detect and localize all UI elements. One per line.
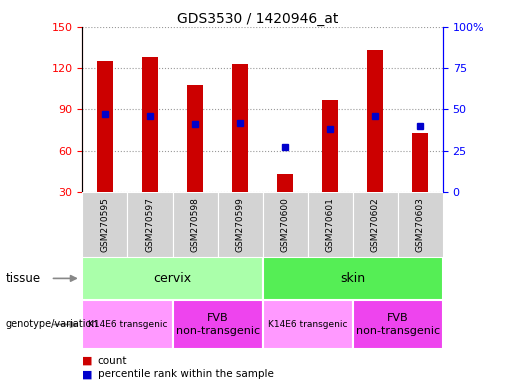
Text: GSM270595: GSM270595: [100, 197, 109, 252]
Text: GSM270602: GSM270602: [371, 197, 380, 252]
Text: K14E6 transgenic: K14E6 transgenic: [268, 320, 348, 329]
Text: GSM270597: GSM270597: [146, 197, 154, 252]
Text: GSM270601: GSM270601: [326, 197, 335, 252]
Text: FVB
non-transgenic: FVB non-transgenic: [176, 313, 260, 336]
Text: cervix: cervix: [153, 272, 192, 285]
Bar: [173, 300, 263, 349]
Text: count: count: [98, 356, 127, 366]
Bar: [82, 300, 173, 349]
Bar: [82, 257, 263, 300]
Bar: [128, 192, 173, 257]
Bar: [217, 192, 263, 257]
Text: genotype/variation: genotype/variation: [5, 319, 98, 329]
Bar: [398, 192, 443, 257]
Text: GDS3530 / 1420946_at: GDS3530 / 1420946_at: [177, 12, 338, 25]
Bar: [367, 50, 383, 192]
Text: K14E6 transgenic: K14E6 transgenic: [88, 320, 167, 329]
Bar: [82, 192, 128, 257]
Text: percentile rank within the sample: percentile rank within the sample: [98, 369, 274, 379]
Bar: [353, 192, 398, 257]
Text: ■: ■: [82, 356, 93, 366]
Text: skin: skin: [340, 272, 365, 285]
Text: GSM270603: GSM270603: [416, 197, 425, 252]
Bar: [277, 174, 293, 192]
Bar: [142, 57, 158, 192]
Text: FVB
non-transgenic: FVB non-transgenic: [356, 313, 440, 336]
Bar: [263, 192, 307, 257]
Bar: [187, 85, 203, 192]
Bar: [353, 300, 443, 349]
Bar: [263, 300, 353, 349]
Text: GSM270599: GSM270599: [236, 197, 245, 252]
Text: GSM270600: GSM270600: [281, 197, 289, 252]
Bar: [97, 61, 113, 192]
Text: GSM270598: GSM270598: [191, 197, 199, 252]
Bar: [173, 192, 217, 257]
Bar: [232, 64, 248, 192]
Text: tissue: tissue: [5, 272, 40, 285]
Bar: [322, 100, 338, 192]
Text: ■: ■: [82, 369, 93, 379]
Bar: [307, 192, 353, 257]
Bar: [413, 133, 428, 192]
Bar: [263, 257, 443, 300]
